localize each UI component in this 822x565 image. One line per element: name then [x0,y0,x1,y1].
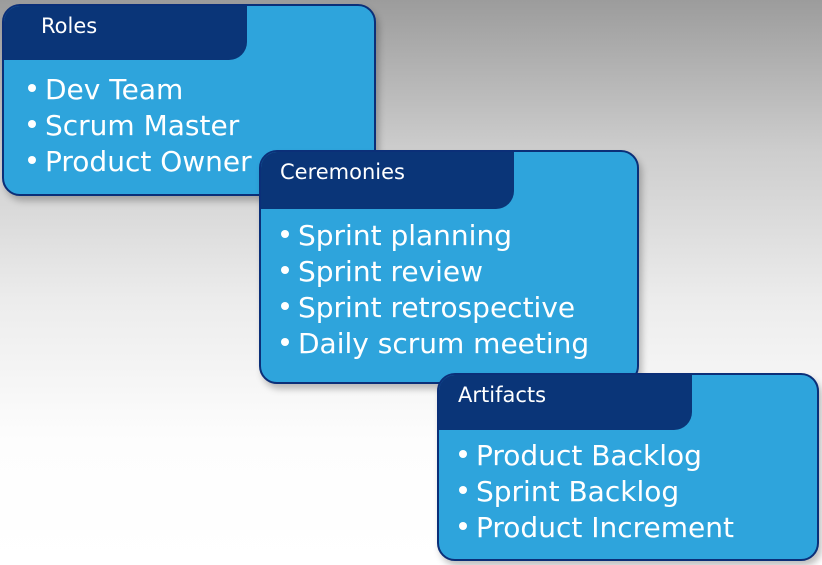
list-item-label: Sprint Backlog [476,475,680,508]
bullet-icon [459,486,467,494]
roles-list: Dev Team Scrum Master Product Owner [28,72,252,180]
list-item: Sprint review [281,254,589,290]
list-item: Dev Team [28,72,252,108]
list-item: Product Backlog [459,438,734,474]
list-item-label: Dev Team [45,73,184,106]
list-item: Daily scrum meeting [281,326,589,362]
list-item-label: Product Owner [45,145,252,178]
bullet-icon [281,266,289,274]
ceremonies-card-title: Ceremonies [261,152,514,209]
roles-card-title: Roles [4,6,247,60]
artifacts-card: Artifacts Product Backlog Sprint Backlog… [437,373,819,561]
list-item: Scrum Master [28,108,252,144]
list-item-label: Sprint review [298,255,484,288]
list-item-label: Daily scrum meeting [298,327,590,360]
ceremonies-list: Sprint planning Sprint review Sprint ret… [281,218,589,362]
bullet-icon [281,230,289,238]
bullet-icon [281,302,289,310]
list-item: Product Increment [459,510,734,546]
list-item: Sprint retrospective [281,290,589,326]
artifacts-list: Product Backlog Sprint Backlog Product I… [459,438,734,546]
bullet-icon [28,84,36,92]
list-item-label: Product Backlog [476,439,702,472]
list-item: Sprint planning [281,218,589,254]
bullet-icon [459,450,467,458]
roles-card: Roles Dev Team Scrum Master Product Owne… [2,4,376,196]
ceremonies-card: Ceremonies Sprint planning Sprint review… [259,150,639,384]
list-item-label: Sprint planning [298,219,512,252]
bullet-icon [28,120,36,128]
artifacts-card-title: Artifacts [439,375,692,430]
bullet-icon [459,522,467,530]
list-item-label: Scrum Master [45,109,240,142]
list-item: Product Owner [28,144,252,180]
list-item-label: Product Increment [476,511,734,544]
bullet-icon [281,338,289,346]
bullet-icon [28,156,36,164]
list-item-label: Sprint retrospective [298,291,576,324]
list-item: Sprint Backlog [459,474,734,510]
